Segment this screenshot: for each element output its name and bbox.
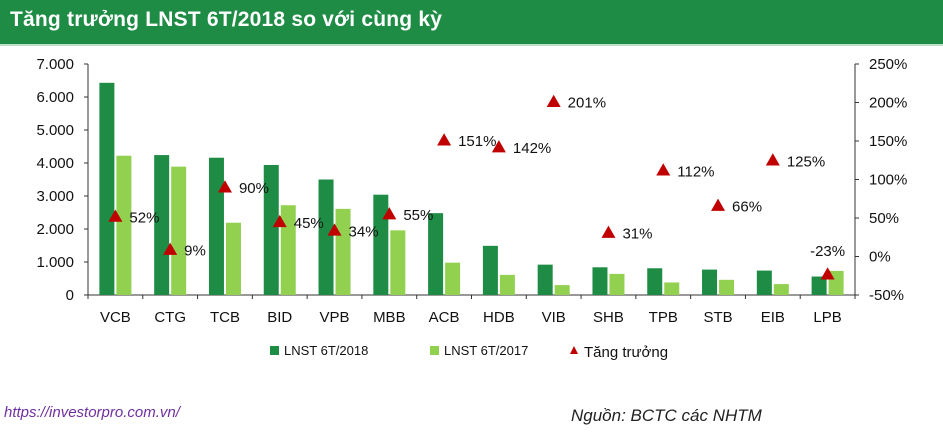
bar-2018	[482, 245, 498, 295]
legend-label: LNST 6T/2018	[284, 343, 368, 358]
growth-label: -23%	[810, 243, 845, 260]
legend-label: LNST 6T/2017	[444, 343, 528, 358]
source-note: Nguồn: BCTC các NHTM	[571, 406, 762, 425]
chart-header: Tăng trưởng LNST 6T/2018 so với cùng kỳ	[0, 0, 943, 46]
left-axis-tick-label: 5.000	[36, 122, 74, 139]
left-axis-tick-label: 6.000	[36, 89, 74, 106]
category-label: SHB	[593, 309, 624, 326]
growth-marker	[820, 267, 835, 280]
bar-2017	[225, 222, 241, 295]
growth-label: 55%	[403, 207, 433, 224]
growth-chart: 0 1.000 2.000 3.000 4.000 5.000 6.000 7.000 -50%…	[36, 56, 907, 361]
bar-2018	[99, 82, 115, 295]
growth-label: 45%	[294, 215, 324, 232]
legend-swatch-growth	[570, 346, 578, 354]
growth-label: 66%	[732, 199, 762, 216]
growth-marker	[108, 209, 123, 222]
growth-marker	[437, 133, 452, 146]
bar-2018	[702, 269, 718, 295]
right-axis-tick-label: 250%	[869, 56, 907, 73]
growth-marker	[601, 225, 616, 238]
left-axis-tick-label: 2.000	[36, 221, 74, 238]
growth-label: 112%	[677, 163, 714, 180]
bar-2018	[373, 194, 389, 295]
bar-2017	[664, 282, 680, 295]
bar-2017	[499, 274, 515, 295]
growth-marker	[765, 153, 780, 166]
legend-label: Tăng trưởng	[584, 344, 668, 361]
bar-2017	[609, 273, 625, 295]
bar-2018	[318, 179, 334, 295]
bar-2017	[445, 262, 461, 295]
right-axis-tick-label: -50%	[869, 287, 904, 304]
growth-marker	[546, 94, 561, 107]
growth-label: 142%	[513, 140, 551, 157]
bar-2018	[592, 267, 608, 295]
growth-marker	[272, 214, 287, 228]
right-axis-tick-label: 100%	[869, 172, 907, 189]
growth-marker	[327, 223, 342, 236]
website-url[interactable]: https://investorpro.com.vn/	[4, 404, 180, 421]
bar-2018	[208, 157, 224, 295]
legend-swatch-2017	[430, 346, 439, 355]
left-axis-tick-label: 0	[66, 287, 74, 304]
right-axis-tick-label: 200%	[869, 95, 907, 112]
category-label: ACB	[429, 309, 460, 326]
growth-label: 9%	[184, 243, 206, 260]
bar-2017	[335, 208, 351, 295]
bar-2017	[171, 166, 187, 295]
left-axis-tick-label: 7.000	[36, 56, 74, 73]
growth-label: 31%	[622, 226, 652, 243]
category-label: VIB	[542, 309, 566, 326]
right-axis-tick-label: 50%	[869, 210, 899, 227]
bar-2018	[811, 276, 827, 295]
category-label: EIB	[761, 309, 785, 326]
chart-title: Tăng trưởng LNST 6T/2018 so với cùng kỳ	[10, 8, 443, 31]
growth-label: 90%	[239, 180, 269, 197]
bar-2017	[280, 205, 296, 295]
category-label: HDB	[483, 309, 515, 326]
bar-2017	[390, 230, 406, 295]
category-label: CTG	[154, 309, 186, 326]
growth-marker	[382, 207, 397, 220]
category-label: BID	[267, 309, 292, 326]
category-label: MBB	[373, 309, 406, 326]
left-axis-tick-label: 3.000	[36, 188, 74, 205]
bar-2018	[537, 264, 553, 295]
bar-2017	[719, 279, 735, 295]
right-axis-tick-label: 0%	[869, 249, 891, 266]
bar-2017	[554, 285, 570, 295]
bar-2017	[116, 155, 132, 295]
bar-2017	[773, 284, 789, 295]
growth-marker	[217, 180, 232, 193]
growth-label: 201%	[568, 95, 606, 112]
growth-label: 34%	[349, 223, 379, 240]
left-axis-tick-label: 4.000	[36, 155, 74, 172]
bar-2018	[756, 270, 772, 295]
growth-marker	[491, 140, 506, 153]
category-label: VCB	[100, 309, 131, 326]
right-axis-tick-label: 150%	[869, 133, 907, 150]
growth-marker	[656, 163, 671, 176]
growth-label: 52%	[129, 209, 159, 226]
category-label: LPB	[813, 309, 841, 326]
growth-label: 151%	[458, 133, 496, 150]
category-label: STB	[703, 309, 732, 326]
legend-swatch-2018	[270, 346, 279, 355]
bar-2018	[263, 164, 279, 295]
bar-2018	[647, 268, 663, 295]
bar-2018	[154, 155, 170, 295]
growth-label: 125%	[787, 153, 825, 170]
category-label: TCB	[210, 309, 240, 326]
bar-2018	[428, 213, 444, 295]
growth-marker	[163, 242, 178, 255]
category-label: VPB	[320, 309, 350, 326]
left-axis-tick-label: 1.000	[36, 254, 74, 271]
category-label: TPB	[649, 309, 678, 326]
growth-marker	[711, 198, 726, 211]
